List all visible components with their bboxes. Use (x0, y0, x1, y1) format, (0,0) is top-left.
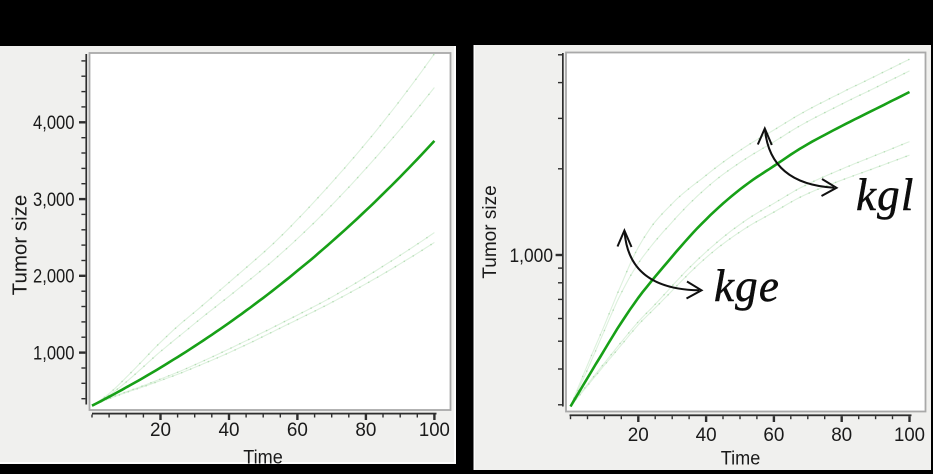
svg-text:1,000: 1,000 (33, 343, 75, 365)
svg-text:2,000: 2,000 (33, 266, 75, 288)
svg-text:20: 20 (150, 419, 171, 441)
svg-text:Time: Time (243, 447, 283, 469)
svg-text:3,000: 3,000 (33, 189, 75, 211)
svg-text:40: 40 (696, 424, 717, 446)
svg-text:kgl: kgl (856, 170, 915, 220)
svg-text:100: 100 (894, 424, 925, 446)
svg-text:80: 80 (355, 419, 376, 441)
svg-text:80: 80 (831, 424, 852, 446)
svg-text:60: 60 (287, 419, 308, 441)
svg-text:Tumor size: Tumor size (480, 185, 501, 278)
svg-text:Time: Time (721, 448, 761, 470)
svg-text:100: 100 (419, 419, 450, 441)
svg-text:Tumor size: Tumor size (9, 195, 32, 296)
svg-text:4,000: 4,000 (33, 112, 75, 134)
svg-text:60: 60 (763, 424, 784, 446)
svg-text:40: 40 (219, 419, 240, 441)
svg-text:1,000: 1,000 (510, 245, 554, 267)
svg-text:kge: kge (714, 261, 780, 311)
svg-text:20: 20 (628, 424, 649, 446)
